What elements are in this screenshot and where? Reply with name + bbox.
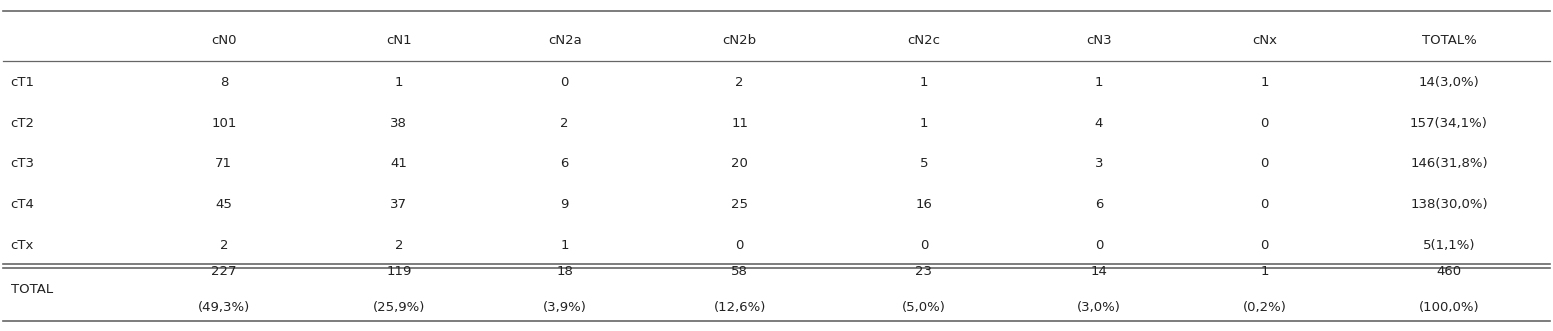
Text: cN2a: cN2a: [548, 34, 581, 47]
Text: cN2b: cN2b: [722, 34, 756, 47]
Text: 1: 1: [1261, 265, 1269, 278]
Text: cT4: cT4: [11, 198, 34, 211]
Text: (49,3%): (49,3%): [197, 301, 250, 313]
Text: 101: 101: [211, 117, 236, 130]
Text: 460: 460: [1437, 265, 1461, 278]
Text: 45: 45: [216, 198, 233, 211]
Text: (0,2%): (0,2%): [1242, 301, 1286, 313]
Text: cN3: cN3: [1086, 34, 1112, 47]
Text: cT2: cT2: [11, 117, 34, 130]
Text: 1: 1: [1095, 76, 1103, 89]
Text: cT3: cT3: [11, 157, 34, 170]
Text: 1: 1: [919, 76, 929, 89]
Text: 41: 41: [390, 157, 407, 170]
Text: 1: 1: [561, 239, 568, 252]
Text: 38: 38: [390, 117, 407, 130]
Text: 14: 14: [1090, 265, 1107, 278]
Text: cTx: cTx: [11, 239, 34, 252]
Text: 11: 11: [731, 117, 749, 130]
Text: 2: 2: [394, 239, 404, 252]
Text: 138(30,0%): 138(30,0%): [1410, 198, 1488, 211]
Text: 25: 25: [731, 198, 749, 211]
Text: 157(34,1%): 157(34,1%): [1410, 117, 1488, 130]
Text: TOTAL: TOTAL: [11, 283, 53, 296]
Text: 0: 0: [919, 239, 929, 252]
Text: 58: 58: [731, 265, 749, 278]
Text: 2: 2: [561, 117, 568, 130]
Text: 1: 1: [1261, 76, 1269, 89]
Text: 2: 2: [219, 239, 228, 252]
Text: (5,0%): (5,0%): [902, 301, 946, 313]
Text: (100,0%): (100,0%): [1418, 301, 1478, 313]
Text: 16: 16: [915, 198, 932, 211]
Text: 37: 37: [390, 198, 407, 211]
Text: 0: 0: [561, 76, 568, 89]
Text: 23: 23: [915, 265, 932, 278]
Text: (12,6%): (12,6%): [713, 301, 766, 313]
Text: 227: 227: [211, 265, 236, 278]
Text: 1: 1: [919, 117, 929, 130]
Text: 0: 0: [1261, 198, 1269, 211]
Text: 1: 1: [394, 76, 404, 89]
Text: 0: 0: [1261, 117, 1269, 130]
Text: 146(31,8%): 146(31,8%): [1410, 157, 1488, 170]
Text: TOTAL%: TOTAL%: [1421, 34, 1477, 47]
Text: 8: 8: [219, 76, 228, 89]
Text: 18: 18: [556, 265, 573, 278]
Text: cNx: cNx: [1252, 34, 1277, 47]
Text: (3,9%): (3,9%): [542, 301, 587, 313]
Text: 9: 9: [561, 198, 568, 211]
Text: 2: 2: [736, 76, 744, 89]
Text: (3,0%): (3,0%): [1076, 301, 1121, 313]
Text: 6: 6: [561, 157, 568, 170]
Text: 0: 0: [1261, 239, 1269, 252]
Text: cN0: cN0: [211, 34, 236, 47]
Text: 20: 20: [731, 157, 749, 170]
Text: 119: 119: [387, 265, 412, 278]
Text: 71: 71: [216, 157, 233, 170]
Text: 4: 4: [1095, 117, 1103, 130]
Text: 3: 3: [1095, 157, 1103, 170]
Text: 0: 0: [1261, 157, 1269, 170]
Text: 0: 0: [1095, 239, 1103, 252]
Text: 5(1,1%): 5(1,1%): [1423, 239, 1475, 252]
Text: 6: 6: [1095, 198, 1103, 211]
Text: cN1: cN1: [387, 34, 412, 47]
Text: (25,9%): (25,9%): [373, 301, 426, 313]
Text: cN2c: cN2c: [907, 34, 941, 47]
Text: cT1: cT1: [11, 76, 34, 89]
Text: 0: 0: [736, 239, 744, 252]
Text: 5: 5: [919, 157, 929, 170]
Text: 14(3,0%): 14(3,0%): [1418, 76, 1480, 89]
